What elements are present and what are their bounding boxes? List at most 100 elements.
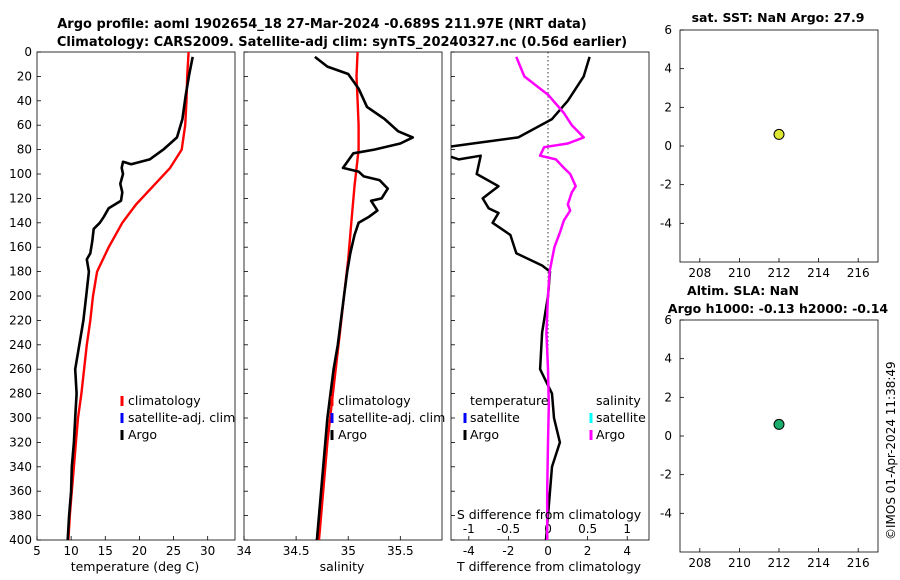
legend-t-satellite: satellite [470, 410, 520, 425]
temperature-plot-frame [36, 51, 236, 541]
x-tick-label: 4 [623, 544, 631, 558]
sla-title-line1: Altim. SLA: NaN [687, 283, 799, 298]
y-tick-label: 400 [9, 533, 32, 547]
y-tick-label: 4 [664, 62, 672, 76]
y-tick-label: 100 [9, 167, 32, 181]
figure-title-line1: Argo profile: aoml 1902654_18 27-Mar-202… [57, 17, 587, 32]
temperature-xlabel: temperature (deg C) [71, 559, 200, 574]
sla-title-line2: Argo h1000: -0.13 h2000: -0.14 [668, 301, 889, 316]
y-tick-label: 2 [664, 100, 672, 114]
y-tick-label: 240 [9, 338, 32, 352]
legend-climatology: climatology [128, 393, 201, 408]
difference-plot: -4 -2 0 2 4-1 -0.5 0 0.5 1 [451, 51, 631, 558]
y-tick-label: 2 [664, 390, 672, 404]
y-tick-label: -4 [660, 506, 672, 520]
y-tick-label: 340 [9, 460, 32, 474]
legend-satellite-adj-clim: satellite-adj. clim [128, 410, 235, 425]
legend-satellite-adj-clim: satellite-adj. clim [338, 410, 445, 425]
sst-plot: 6 4 2 0 -2 -4 208 210 212 214 216 [660, 23, 870, 280]
y-tick-label: 380 [9, 509, 32, 523]
y-tick-label: 360 [9, 484, 32, 498]
x-tick-label: 30 [200, 544, 215, 558]
legend-argo: Argo [128, 427, 157, 442]
y-tick-label: 300 [9, 411, 32, 425]
x2-tick-label: 1 [623, 522, 631, 536]
x-tick-label: 25 [166, 544, 181, 558]
x-tick-label: 5 [33, 544, 41, 558]
x-tick-label: 35.5 [387, 544, 414, 558]
y-tick-label: 20 [17, 69, 32, 83]
y-tick-label: -4 [660, 216, 672, 230]
y-tick-label: 0 [664, 429, 672, 443]
sst-title: sat. SST: NaN Argo: 27.9 [692, 10, 865, 25]
y-tick-label: 6 [664, 23, 672, 37]
x-tick-label: 210 [728, 266, 751, 280]
x-tick-label: -4 [463, 544, 475, 558]
x2-tick-label: -1 [463, 522, 475, 536]
difference-x2label: S difference from climatology [457, 507, 642, 522]
y-tick-label: 220 [9, 313, 32, 327]
timestamp: ©IMOS 01-Apr-2024 11:38:49 [884, 361, 898, 540]
x-tick-label: 208 [688, 266, 711, 280]
temperature-plot: 0 20 40 60 80 100 120 140 160 180 200 220 240 260 280 3… [9, 45, 215, 558]
x-tick-label: 10 [63, 544, 78, 558]
series-argo [66, 56, 194, 540]
y-tick-label: 0 [664, 139, 672, 153]
y-tick-label: 320 [9, 435, 32, 449]
y-tick-label: 140 [9, 216, 32, 230]
x-tick-label: 212 [768, 266, 791, 280]
y-tick-label: 40 [17, 94, 32, 108]
x-tick-label: 212 [768, 556, 791, 570]
salinity-plot: 34 34.5 35 35.5 [236, 51, 415, 558]
x-tick-label: 208 [688, 556, 711, 570]
y-tick-label: 260 [9, 362, 32, 376]
y-tick-label: -2 [660, 178, 672, 192]
series-t-argo [451, 56, 591, 540]
y-tick-label: 200 [9, 289, 32, 303]
x-tick-label: 20 [132, 544, 147, 558]
x-tick-label: 216 [847, 266, 870, 280]
series-argo [314, 55, 415, 540]
y-tick-label: 160 [9, 240, 32, 254]
legend-temperature-title: temperature [470, 393, 549, 408]
figure-title-line2: Climatology: CARS2009. Satellite-adj cli… [57, 35, 627, 50]
x-tick-label: 34.5 [283, 544, 310, 558]
legend-argo: Argo [338, 427, 367, 442]
x-tick-label: 34 [236, 544, 251, 558]
y-tick-label: 0 [24, 45, 32, 59]
data-point [773, 128, 785, 140]
difference-plot-frame [450, 51, 650, 541]
x-tick-label: 35 [341, 544, 356, 558]
legend-s-argo: Argo [596, 427, 625, 442]
y-tick-label: 120 [9, 191, 32, 205]
y-tick-label: 280 [9, 387, 32, 401]
y-tick-label: 60 [17, 118, 32, 132]
y-tick-label: 6 [664, 313, 672, 327]
x-tick-label: -2 [502, 544, 514, 558]
sla-plot: 6 4 2 0 -2 -4 208 210 212 214 216 [660, 313, 870, 570]
sst-plot-frame [679, 29, 879, 263]
x2-tick-label: -0.5 [497, 522, 520, 536]
x-tick-label: 15 [98, 544, 113, 558]
x-tick-label: 210 [728, 556, 751, 570]
x-tick-label: 2 [584, 544, 592, 558]
x-tick-label: 214 [807, 556, 830, 570]
legend-salinity-title: salinity [596, 393, 641, 408]
difference-xlabel: T difference from climatology [456, 559, 642, 574]
salinity-legend: climatology satellite-adj. clim Argo [330, 393, 445, 442]
y-tick-label: 180 [9, 265, 32, 279]
temperature-legend: climatology satellite-adj. clim Argo [120, 393, 235, 442]
x-tick-label: 0 [544, 544, 552, 558]
series-climatology [67, 52, 190, 540]
difference-legend: temperature satellite Argo salinity sate… [463, 393, 646, 442]
series-s-argo [515, 56, 585, 540]
x-tick-label: 216 [847, 556, 870, 570]
data-point [773, 418, 785, 430]
x-tick-label: 214 [807, 266, 830, 280]
y-tick-label: 80 [17, 143, 32, 157]
x2-tick-label: 0.5 [578, 522, 597, 536]
y-tick-label: -2 [660, 468, 672, 482]
y-tick-label: 4 [664, 352, 672, 366]
sla-plot-frame [679, 319, 879, 553]
